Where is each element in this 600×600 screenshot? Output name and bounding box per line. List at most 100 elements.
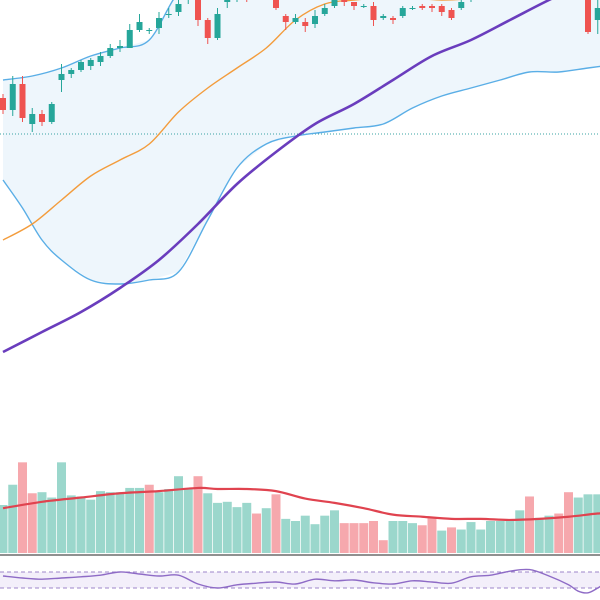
- candle-11: [107, 44, 114, 58]
- volume-bar-37: [359, 523, 369, 553]
- volume-bar-34: [330, 510, 339, 553]
- candle-body: [165, 14, 172, 15]
- volume-bar-36: [349, 523, 359, 553]
- volume-bar-19: [183, 489, 193, 553]
- volume-bar-32: [310, 524, 320, 553]
- candle-body: [19, 84, 26, 118]
- candle-body: [156, 18, 162, 28]
- candle-12: [117, 40, 123, 52]
- volume-bar-26: [252, 513, 261, 553]
- candle-29: [282, 14, 289, 30]
- candle-37: [360, 4, 367, 8]
- candle-body: [97, 56, 104, 62]
- candle-16: [156, 12, 162, 34]
- candle-body: [107, 48, 114, 56]
- volume-bar-23: [222, 501, 232, 553]
- candle-39: [380, 14, 387, 20]
- candle-body: [29, 114, 36, 124]
- volume-bar-43: [417, 525, 427, 553]
- candle-30: [292, 14, 299, 24]
- volume-bar-48: [466, 522, 476, 553]
- volume-bar-4: [37, 492, 47, 553]
- volume-bar-12: [115, 492, 125, 553]
- candle-45: [438, 4, 445, 16]
- candle-38: [370, 2, 377, 26]
- volume-bar-59: [573, 497, 583, 553]
- candle-21: [204, 18, 211, 44]
- volume-bar-61: [593, 494, 600, 553]
- candle-body: [48, 104, 55, 122]
- price-pane: [0, 0, 600, 354]
- volume-bar-6: [57, 462, 66, 553]
- candle-body: [273, 0, 279, 8]
- candle-body: [370, 6, 377, 20]
- candle-9: [87, 58, 94, 70]
- candle-body: [351, 2, 357, 6]
- volume-pane: [0, 462, 600, 553]
- candle-body: [78, 62, 84, 70]
- volume-bar-60: [583, 494, 593, 553]
- candle-body: [68, 70, 75, 74]
- candle-34: [331, 0, 338, 8]
- volume-bar-39: [378, 540, 388, 553]
- candle-body: [9, 84, 16, 110]
- candle-body: [117, 46, 123, 48]
- volume-bar-42: [408, 523, 417, 553]
- candle-42: [409, 6, 416, 10]
- candle-body: [136, 22, 143, 30]
- candle-body: [448, 10, 455, 18]
- candle-body: [292, 18, 299, 22]
- volume-bar-29: [281, 518, 291, 553]
- candle-15: [146, 28, 153, 34]
- volume-bar-5: [47, 497, 57, 553]
- candle-body: [399, 8, 406, 16]
- candle-61: [594, 0, 600, 34]
- volume-bar-38: [369, 521, 378, 553]
- candle-44: [429, 4, 435, 12]
- volume-bar-45: [437, 530, 447, 553]
- candle-3: [29, 108, 36, 132]
- bollinger-upper-line: [2, 0, 174, 81]
- volume-bar-58: [564, 492, 573, 553]
- candle-body: [126, 30, 133, 48]
- candle-body: [175, 4, 182, 12]
- candle-28: [273, 0, 279, 10]
- candle-body: [458, 2, 465, 8]
- volume-bar-20: [193, 476, 203, 553]
- candle-23: [224, 0, 231, 8]
- volume-bar-15: [144, 484, 154, 553]
- volume-bar-54: [525, 496, 534, 553]
- candle-13: [126, 24, 133, 48]
- candle-4: [39, 110, 45, 126]
- volume-bar-22: [213, 502, 222, 553]
- candle-60: [585, 0, 591, 34]
- candle-46: [448, 8, 455, 20]
- volume-bar-41: [398, 521, 408, 553]
- volume-bar-24: [232, 507, 242, 553]
- volume-bar-47: [456, 529, 466, 553]
- volume-bar-3: [27, 493, 37, 553]
- candle-body: [282, 16, 289, 22]
- candle-body: [204, 20, 211, 38]
- volume-bar-50: [486, 521, 495, 553]
- volume-bar-13: [125, 487, 135, 553]
- candle-41: [399, 6, 406, 18]
- candle-body: [390, 18, 396, 20]
- candle-32: [312, 10, 318, 28]
- volume-bar-44: [427, 517, 437, 553]
- candle-18: [175, 0, 182, 16]
- candle-body: [360, 6, 367, 7]
- candle-body: [341, 0, 348, 2]
- candle-31: [302, 18, 309, 32]
- candle-2: [19, 76, 26, 122]
- candle-22: [214, 8, 221, 40]
- candle-5: [48, 102, 55, 124]
- volume-bar-1: [8, 484, 18, 553]
- candle-14: [136, 14, 143, 32]
- volume-bar-2: [18, 462, 27, 553]
- oscillator-band-fill: [0, 572, 600, 588]
- fast-moving-average-line: [2, 0, 463, 241]
- volume-bar-25: [242, 502, 252, 553]
- candle-body: [321, 8, 328, 14]
- volume-bar-8: [76, 496, 86, 553]
